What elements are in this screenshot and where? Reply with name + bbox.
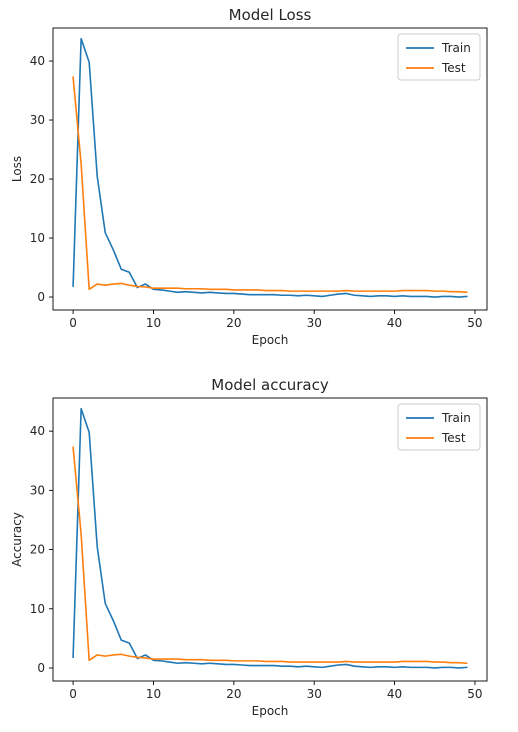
y-tick-label: 40 (30, 54, 45, 68)
series-line-test (72, 446, 468, 665)
x-tick-label: 10 (146, 687, 161, 701)
y-tick-label: 0 (37, 290, 45, 304)
y-tick-label: 20 (30, 172, 45, 186)
x-tick-label: 50 (467, 316, 482, 330)
x-axis-label: Epoch (252, 704, 289, 718)
plot-frame (52, 397, 488, 682)
x-tick-label: 40 (387, 687, 402, 701)
y-tick-label: 40 (30, 424, 45, 438)
legend: Train Test (397, 33, 481, 81)
legend-label-train: Train (441, 41, 471, 55)
y-tick-label: 30 (30, 113, 45, 127)
y-tick-label: 20 (30, 543, 45, 557)
x-tick-label: 0 (69, 316, 77, 330)
chart-2: Model accuracy 0 10 20 30 40 50 0 10 20 30 40 Epoch A… (10, 376, 488, 718)
legend-label-test: Test (441, 431, 466, 445)
chart-title: Model accuracy (211, 376, 329, 394)
legend-label-train: Train (441, 411, 471, 425)
chart-1: Model Loss 0 10 20 30 40 50 0 10 20 30 40 Epoch Loss T… (10, 6, 488, 347)
x-tick-label: 50 (467, 687, 482, 701)
y-tick-label: 10 (30, 602, 45, 616)
y-axis-label: Accuracy (10, 512, 24, 567)
x-tick-label: 0 (69, 687, 77, 701)
legend: Train Test (397, 403, 481, 451)
x-tick-label: 40 (387, 316, 402, 330)
plot-frame (52, 27, 488, 311)
x-axis-label: Epoch (252, 333, 289, 347)
y-tick-label: 30 (30, 483, 45, 497)
legend-label-test: Test (441, 61, 466, 75)
y-axis-label: Loss (10, 156, 24, 182)
x-tick-label: 10 (146, 316, 161, 330)
x-tick-label: 20 (226, 687, 241, 701)
x-tick-label: 20 (226, 316, 241, 330)
y-tick-label: 0 (37, 661, 45, 675)
series-line-test (72, 76, 468, 294)
x-tick-label: 30 (307, 687, 322, 701)
x-tick-label: 30 (307, 316, 322, 330)
chart-title: Model Loss (229, 6, 312, 24)
y-tick-label: 10 (30, 231, 45, 245)
